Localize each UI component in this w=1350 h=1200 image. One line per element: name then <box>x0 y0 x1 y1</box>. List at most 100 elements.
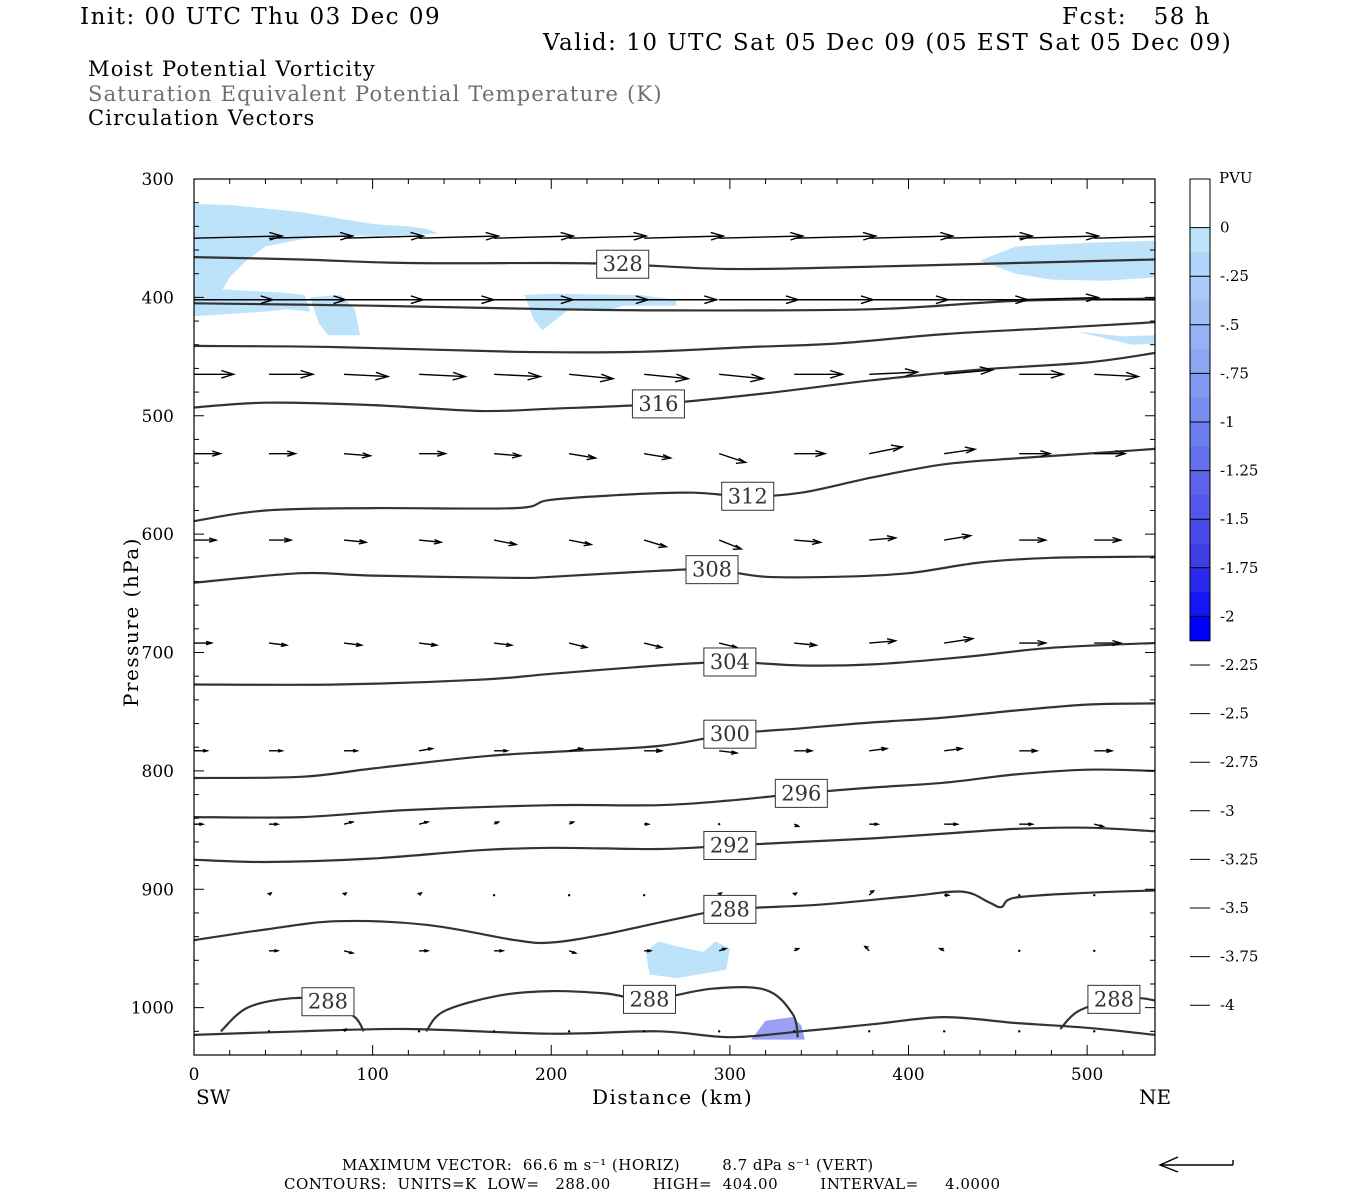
vector-arrow <box>869 535 898 542</box>
contour-label-296: 296 <box>774 778 828 808</box>
x-tick-label: 200 <box>535 1065 567 1085</box>
vector-arrow <box>269 949 281 953</box>
vector-arrow <box>642 893 646 897</box>
contour-label-308: 308 <box>685 555 739 585</box>
colorbar-segment <box>1190 349 1210 374</box>
contour-info: CONTOURS: UNITS=K LOW= 288.00 HIGH= 404.… <box>284 1175 1001 1193</box>
contour-label-312: 312 <box>721 481 775 511</box>
vector-arrow <box>1019 450 1053 458</box>
vector-arrow <box>1018 1030 1021 1033</box>
vector-arrow <box>869 444 905 455</box>
vector-arrow <box>1093 1030 1096 1033</box>
vector-arrow <box>568 642 589 649</box>
vector-arrow <box>493 539 519 547</box>
field-title-mpv: Moist Potential Vorticity <box>88 57 376 81</box>
vector-arrow <box>267 1030 271 1033</box>
colorbar-tick-label: -3.25 <box>1220 850 1258 868</box>
vector-arrow <box>568 539 594 547</box>
vector-arrow <box>342 892 348 896</box>
vector-arrow <box>494 371 543 381</box>
vector-arrow <box>269 369 316 379</box>
vector-arrow <box>419 295 497 305</box>
colorbar-segment <box>1190 616 1210 642</box>
vector-arrow <box>944 636 976 644</box>
vector-arrow <box>644 822 651 826</box>
vector-arrow <box>344 295 426 305</box>
vector-arrow <box>419 450 448 457</box>
vector-arrow <box>568 950 578 955</box>
vector-arrow <box>1019 231 1101 241</box>
vector-arrow <box>492 893 496 897</box>
y-tick-label: 900 <box>142 880 174 900</box>
y-axis-title: Pressure (hPa) <box>119 537 143 707</box>
vector-arrow <box>794 231 879 241</box>
vector-arrow <box>944 822 960 827</box>
vector-arrow <box>719 373 766 383</box>
vector-arrow <box>569 231 649 241</box>
vector-arrow <box>269 450 298 457</box>
vector-arrow <box>1019 369 1066 379</box>
contour-label-316: 316 <box>631 389 685 419</box>
colorbar-tick-label: -4 <box>1220 996 1235 1014</box>
mpv-region-0 <box>194 203 439 295</box>
contour-labels: 328 316 312 308 304 300 296 292 288 288 288 288 <box>301 249 1141 1017</box>
x-axis-left-end: SW <box>196 1085 231 1109</box>
max-vector-info: MAXIMUM VECTOR: 66.6 m s⁻¹ (HORIZ) 8.7 d… <box>342 1156 874 1174</box>
colorbar-tick-label: -1.25 <box>1220 462 1258 480</box>
forecast-hour: Fcst: 58 h <box>1062 4 1211 30</box>
vector-arrow <box>794 642 819 648</box>
vector-arrow <box>793 947 801 952</box>
contour-288-14 <box>194 1015 1155 1039</box>
vector-arrow <box>343 452 373 459</box>
vector-arrow <box>344 748 360 753</box>
vector-arrow <box>418 820 431 825</box>
svg-text:328: 328 <box>603 252 643 276</box>
x-tick-label: 100 <box>356 1065 388 1085</box>
vector-arrow <box>1094 536 1124 544</box>
contour-304-6 <box>194 641 1155 686</box>
vector-arrow <box>794 748 815 754</box>
contour-label-300: 300 <box>703 719 757 749</box>
vector-arrow <box>644 231 726 241</box>
colorbar-tick-label: -1.75 <box>1220 559 1258 577</box>
contour-label-288: 288 <box>1087 984 1141 1014</box>
svg-text:316: 316 <box>638 392 678 416</box>
mpv-region-2 <box>310 295 361 336</box>
colorbar-segment <box>1190 276 1210 301</box>
colorbar-tick-label: 0 <box>1220 219 1230 237</box>
svg-text:288: 288 <box>710 897 750 921</box>
colorbar-segment <box>1190 373 1210 399</box>
vector-arrow <box>194 640 215 646</box>
vector-arrow <box>718 947 729 952</box>
vector-arrow <box>417 892 423 896</box>
svg-text:292: 292 <box>710 833 750 857</box>
vector-arrow <box>644 452 673 461</box>
circulation-vectors <box>194 231 1155 1033</box>
svg-text:312: 312 <box>728 484 768 508</box>
colorbar-tick-label: -3.75 <box>1220 948 1258 966</box>
contour-324-1 <box>194 297 1155 312</box>
pv-colorbar: 0 -.25 -.5 -.75 -1 -1.25 -1.5 -1.75 -2 -2.25 -2.5 -… <box>1189 178 1258 1014</box>
contour-label-304: 304 <box>703 647 757 677</box>
field-title-vectors: Circulation Vectors <box>88 106 316 130</box>
colorbar-segment <box>1190 300 1210 326</box>
vector-arrow <box>1094 299 1155 301</box>
colorbar-segment <box>1190 203 1210 229</box>
vector-arrow <box>717 822 721 826</box>
reference-vector-head <box>1158 1156 1179 1173</box>
vector-arrow <box>1094 639 1124 647</box>
vector-arrow <box>1094 371 1141 381</box>
init-time: Init: 00 UTC Thu 03 Dec 09 <box>80 4 442 30</box>
colorbar-tick-label: -.25 <box>1220 267 1249 285</box>
vector-arrow <box>418 747 435 752</box>
svg-text:308: 308 <box>692 558 732 582</box>
vector-arrow <box>642 1030 646 1033</box>
vector-arrow <box>869 231 956 241</box>
colorbar-tick-label: -2 <box>1220 607 1235 625</box>
colorbar-tick-label: -2.5 <box>1220 705 1249 723</box>
contour-288-11 <box>425 986 799 1038</box>
vector-arrow <box>718 539 744 550</box>
vector-arrow <box>267 892 273 896</box>
vector-arrow <box>194 748 210 753</box>
vector-arrow <box>792 892 798 896</box>
